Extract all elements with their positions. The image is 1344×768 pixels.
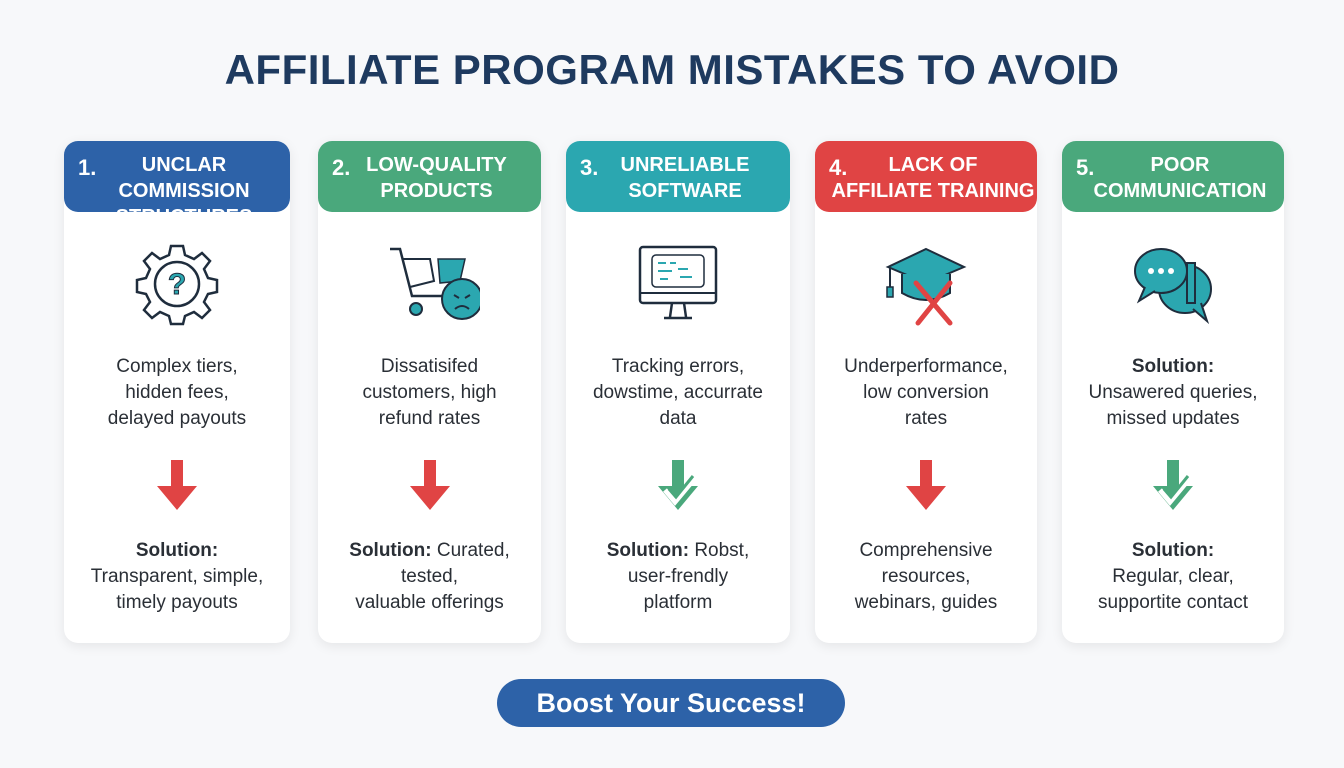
card-title-line: LOW-QUALITY	[366, 154, 507, 176]
solution-label: Solution:	[606, 540, 690, 561]
problem-line: Tracking errors,	[611, 356, 745, 377]
solution-line: webinars, guides	[854, 592, 998, 613]
card-title-line: PRODUCTS	[380, 180, 493, 202]
solution-line: resources,	[881, 566, 971, 587]
solution-line: Curated,	[436, 540, 510, 561]
card-number: 5.	[1076, 155, 1095, 180]
solution-line: Comprehensive	[859, 540, 993, 561]
green-check-arrow-icon	[1148, 456, 1198, 512]
red-down-arrow-icon	[901, 456, 951, 512]
card-problem: Tracking errors, dowstime, accurrate data	[574, 354, 782, 432]
card-problem: Solution: Unsawered queries, missed update…	[1070, 354, 1276, 432]
card-solution: Solution: Curated, tested, valuable offeri…	[326, 538, 533, 616]
mistake-card: 3. UNRELIABLE SOFTWARE Tracking errors, do…	[566, 141, 790, 643]
problem-line: dowstime, accurrate	[592, 382, 763, 403]
mistake-card: 4. LACK OF AFFILIATE TRAINING Underperfor…	[815, 141, 1037, 643]
card-solution: Comprehensive resources, webinars, guides	[823, 538, 1029, 616]
solution-line: valuable offerings	[355, 592, 504, 613]
svg-text:?: ?	[168, 268, 186, 301]
problem-line: data	[659, 408, 697, 429]
card-solution: Solution: Regular, clear, supportite conta…	[1070, 538, 1276, 616]
problem-line: customers, high	[362, 382, 497, 403]
solution-line: platform	[643, 592, 713, 613]
card-header: 4. LACK OF AFFILIATE TRAINING	[815, 141, 1037, 212]
card-title-line: COMMUNICATION	[1093, 180, 1267, 202]
card-title: UNCLAR COMMISSION STRUCTURES	[64, 152, 290, 230]
card-solution: Solution: Robst, user-frendly platform	[574, 538, 782, 616]
mistake-card: 5. POOR COMMUNICATION Solution: Unsawered …	[1062, 141, 1284, 643]
problem-line: hidden fees,	[125, 382, 229, 403]
red-down-arrow-icon	[405, 456, 455, 512]
broken-cart-angry-face-icon	[380, 241, 483, 327]
card-problem: Underperformance, low conversion rates	[823, 354, 1029, 432]
problem-line: Underperformance,	[844, 356, 1008, 377]
card-problem: Dissatisifed customers, high refund rates	[326, 354, 533, 432]
green-check-arrow-icon	[653, 456, 703, 512]
card-number: 1.	[78, 155, 97, 180]
card-title: UNRELIABLE SOFTWARE	[566, 152, 790, 204]
problem-line: missed updates	[1106, 408, 1240, 429]
card-header: 3. UNRELIABLE SOFTWARE	[566, 141, 790, 212]
solution-line: user-frendly	[627, 566, 729, 587]
card-number: 3.	[580, 155, 599, 180]
card-solution: Solution: Transparent, simple, timely payo…	[72, 538, 282, 616]
card-title: POOR COMMUNICATION	[1062, 152, 1284, 204]
solution-label: Solution:	[1131, 356, 1215, 377]
solution-line: supportite contact	[1098, 592, 1248, 613]
card-header: 2. LOW-QUALITY PRODUCTS	[318, 141, 541, 212]
problem-line: rates	[904, 408, 948, 429]
red-down-arrow-icon	[152, 456, 202, 512]
card-title: LACK OF AFFILIATE TRAINING	[815, 152, 1037, 204]
problem-line: Unsawered queries,	[1088, 382, 1258, 403]
solution-line: timely payouts	[116, 592, 238, 613]
card-number: 4.	[829, 155, 848, 180]
solution-line: Transparent, simple,	[90, 566, 264, 587]
card-number: 2.	[332, 155, 351, 180]
mistake-card: 1. UNCLAR COMMISSION STRUCTURES ? Complex…	[64, 141, 290, 643]
card-header: 5. POOR COMMUNICATION	[1062, 141, 1284, 212]
page-title: AFFILIATE PROGRAM MISTAKES TO AVOID	[224, 46, 1120, 93]
mistake-card: 2. LOW-QUALITY PRODUCTS Dissatisifed custo…	[318, 141, 541, 643]
solution-line: Regular, clear,	[1112, 566, 1234, 587]
card-header: 1. UNCLAR COMMISSION STRUCTURES	[64, 141, 290, 228]
card-title-line: SOFTWARE	[628, 180, 742, 202]
graduation-cap-x-icon	[876, 241, 976, 327]
card-problem: Complex tiers, hidden fees, delayed payout…	[72, 354, 282, 432]
solution-line: tested,	[400, 566, 459, 587]
card-title-line: LACK OF	[888, 154, 978, 176]
solution-line: Robst,	[694, 540, 750, 561]
problem-line: low conversion	[863, 382, 989, 403]
card-title-line: POOR	[1150, 154, 1210, 176]
card-title-line: COMMISSION STRUCTURES	[115, 180, 253, 228]
chat-bubbles-icon	[1123, 241, 1223, 327]
card-title-line: UNRELIABLE	[620, 154, 750, 176]
solution-label: Solution:	[349, 540, 432, 561]
solution-label: Solution:	[1131, 540, 1215, 561]
boost-success-button[interactable]: Boost Your Success!	[497, 679, 845, 727]
problem-line: Dissatisifed	[380, 356, 479, 377]
card-title: LOW-QUALITY PRODUCTS	[318, 152, 541, 204]
problem-line: Complex tiers,	[116, 356, 238, 377]
card-title-line: AFFILIATE TRAINING	[831, 180, 1035, 202]
monitor-code-icon	[628, 241, 728, 327]
solution-label: Solution:	[135, 540, 219, 561]
card-title-line: UNCLAR	[141, 154, 227, 176]
problem-line: delayed payouts	[107, 408, 247, 429]
gear-question-icon: ?	[127, 241, 227, 327]
problem-line: refund rates	[378, 408, 481, 429]
